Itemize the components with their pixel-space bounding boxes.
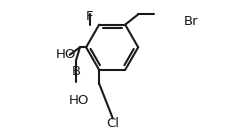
Text: B: B xyxy=(71,65,80,78)
Text: F: F xyxy=(86,10,93,23)
Text: HO: HO xyxy=(56,48,76,61)
Text: HO: HO xyxy=(69,94,89,106)
Text: Cl: Cl xyxy=(106,117,119,130)
Text: Br: Br xyxy=(183,15,198,28)
